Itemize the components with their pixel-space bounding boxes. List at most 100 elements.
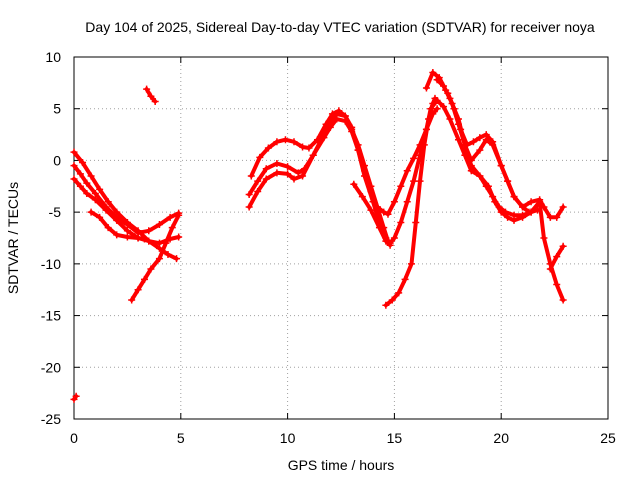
data-point — [373, 203, 381, 211]
data-point — [476, 134, 484, 142]
data-point — [104, 224, 112, 232]
data-point — [147, 265, 155, 273]
data-points — [70, 69, 567, 403]
series-trace — [129, 213, 181, 303]
chart-title: Day 104 of 2025, Sidereal Day-to-day VTE… — [85, 19, 595, 35]
data-point — [559, 203, 567, 211]
x-tick-label: 25 — [600, 430, 616, 446]
data-point — [425, 115, 433, 123]
data-point — [87, 208, 95, 216]
data-point — [504, 177, 512, 185]
data-point — [519, 203, 527, 211]
series-track-8 — [245, 105, 441, 218]
data-point — [476, 172, 484, 180]
data-point — [262, 175, 270, 183]
data-point — [553, 213, 561, 221]
series-track-9 — [245, 96, 542, 247]
data-point — [495, 203, 503, 211]
data-point — [397, 182, 405, 190]
data-point — [175, 211, 183, 219]
data-point — [145, 227, 153, 235]
data-point — [546, 265, 554, 273]
data-point — [397, 218, 405, 226]
data-point — [168, 224, 176, 232]
data-point — [70, 175, 78, 183]
data-point — [309, 151, 317, 159]
data-point — [264, 144, 272, 152]
data-point — [440, 103, 448, 111]
data-point — [305, 144, 313, 152]
data-point — [375, 224, 383, 232]
data-point — [96, 213, 104, 221]
data-point — [341, 112, 349, 120]
data-point — [245, 191, 253, 199]
y-tick-label: -25 — [41, 411, 61, 427]
data-point — [173, 255, 181, 263]
data-point — [395, 289, 403, 297]
data-point — [299, 172, 307, 180]
data-point — [410, 177, 418, 185]
data-point — [403, 167, 411, 175]
data-point — [382, 301, 390, 309]
data-point — [123, 221, 131, 229]
data-point — [401, 275, 409, 283]
data-point — [164, 251, 172, 259]
series-track-6 — [143, 85, 159, 105]
x-tick-label: 5 — [177, 430, 185, 446]
data-point — [83, 179, 91, 187]
data-point — [386, 241, 394, 249]
series-track-16 — [546, 242, 567, 273]
data-point — [367, 206, 375, 214]
series-track-3 — [70, 162, 183, 237]
plot-frame — [73, 56, 609, 420]
data-point — [559, 242, 567, 250]
data-point — [155, 255, 163, 263]
data-point — [294, 169, 302, 177]
y-tick-label: -10 — [41, 256, 61, 272]
data-point — [335, 107, 343, 115]
series-track-11 — [350, 180, 394, 249]
data-point — [91, 196, 99, 204]
series-track-13 — [422, 69, 567, 304]
data-point — [354, 141, 362, 149]
data-point — [91, 190, 99, 198]
data-point — [128, 296, 136, 304]
data-point — [151, 97, 159, 105]
series-track-14 — [433, 76, 567, 221]
series-trace — [72, 163, 181, 235]
data-point — [273, 160, 281, 168]
data-point — [245, 203, 253, 211]
data-point — [140, 275, 148, 283]
data-point — [76, 170, 84, 178]
data-point — [444, 89, 452, 97]
data-point — [469, 138, 477, 146]
data-point — [123, 233, 131, 241]
data-point — [348, 125, 356, 133]
data-point — [510, 193, 518, 201]
data-point — [162, 239, 170, 247]
data-point — [113, 231, 121, 239]
data-point — [299, 143, 307, 151]
data-point — [446, 115, 454, 123]
data-point — [360, 162, 368, 170]
data-point — [489, 193, 497, 201]
data-point — [145, 237, 153, 245]
x-axis-label: GPS time / hours — [288, 457, 395, 473]
y-tick-label: 10 — [45, 49, 61, 65]
data-point — [454, 136, 462, 144]
data-point — [256, 153, 264, 161]
data-point — [281, 136, 289, 144]
axis-ticks: 0 5 10 15 20 25 -25 -20 -15 -10 -5 0 5 10 — [41, 49, 616, 446]
data-point — [433, 105, 441, 113]
data-point — [501, 208, 509, 216]
data-point — [70, 162, 78, 170]
data-point — [527, 198, 535, 206]
x-tick-label: 10 — [280, 430, 296, 446]
data-point — [70, 148, 78, 156]
data-point — [536, 196, 544, 204]
data-point — [497, 162, 505, 170]
data-point — [358, 193, 366, 201]
data-point — [384, 210, 392, 218]
data-point — [559, 296, 567, 304]
